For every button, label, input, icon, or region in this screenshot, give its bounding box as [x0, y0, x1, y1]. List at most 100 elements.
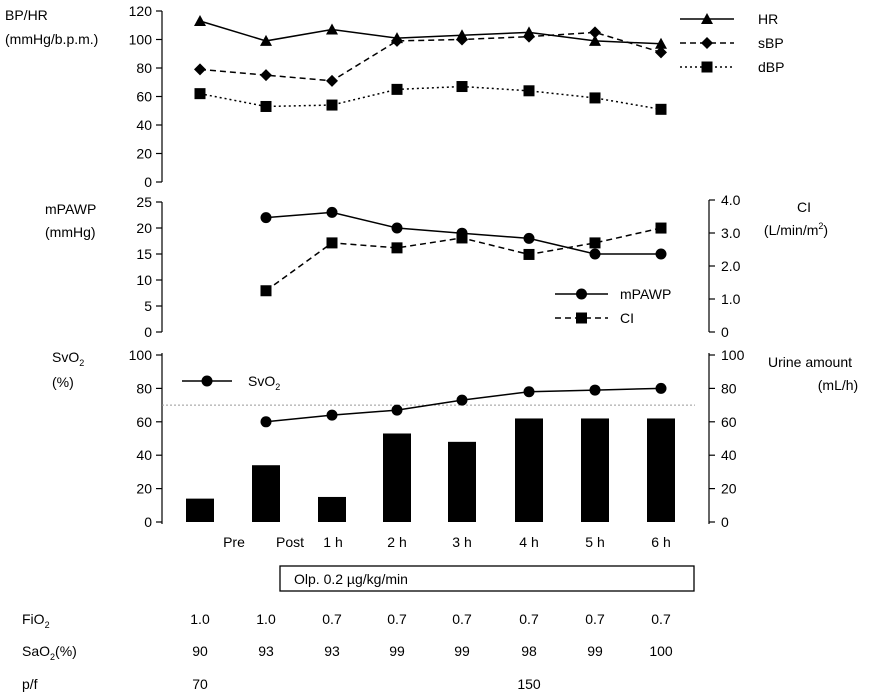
mpawp-ylabel-line2: (mmHg)	[45, 224, 96, 240]
urine-bar-6-h	[647, 418, 675, 522]
table-cell-sao2-5-h: 99	[587, 643, 603, 659]
bp-hr-y-ticks: 0 20 40 60 80 100 120	[129, 3, 162, 190]
x-label-2-h: 2 h	[387, 534, 406, 550]
bp-hr-sbp-point-4	[456, 33, 468, 46]
svo2-point-5	[589, 384, 601, 396]
ci-ylabel: CI	[797, 199, 811, 215]
bp-hr-dbp-point-0	[194, 88, 206, 100]
bp-hr-hr-point-6	[589, 34, 601, 46]
svo2-line	[260, 382, 667, 428]
bp-hr-hr-point-0	[194, 14, 206, 26]
svo2-point-6	[655, 382, 667, 394]
x-label-post: Post	[276, 534, 304, 550]
mpawp-ci-ci-point-4	[523, 248, 535, 260]
table-cell-fio2-4-h: 0.7	[519, 611, 539, 627]
mpawp-ci-mpawp-point-0	[260, 212, 272, 224]
bp-hr-sbp-point-7	[655, 46, 667, 59]
urine-y-tick-label-3: 60	[721, 414, 737, 430]
table-cell-fio2-pre: 1.0	[190, 611, 210, 627]
infusion-box	[279, 565, 695, 592]
bp-hr-dbp-point-7	[655, 103, 667, 115]
table-cell-sao2-post: 93	[258, 643, 274, 659]
urine-bar-5-h	[581, 418, 609, 522]
mpawp-y-tick-label-0: 0	[144, 324, 152, 340]
x-label-6-h: 6 h	[651, 534, 670, 550]
mpawp-ylabel-line1: mPAWP	[45, 201, 96, 217]
mpawp-ci-legend: mPAWP CI	[555, 286, 671, 326]
mpawp-y-ticks: 0 5 10 15 20 25	[136, 194, 162, 340]
urine-bar-2-h	[383, 433, 411, 522]
bp-hr-sbp-point-5	[523, 30, 535, 43]
bp-hr-sbp-point-0	[194, 63, 206, 76]
bp-hr-ylabel-line2: (mmHg/b.p.m.)	[5, 31, 98, 47]
bp-hr-legend-label-sbp: sBP	[758, 35, 784, 51]
bp-hr-dbp-point-1	[260, 100, 272, 112]
table-cell-sao2-1-h: 93	[324, 643, 340, 659]
x-label-4-h: 4 h	[519, 534, 538, 550]
mpawp-ci-mpawp-point-1	[326, 206, 338, 218]
table-cell-sao2-2-h: 99	[389, 643, 405, 659]
mpawp-ci-legend-label-mpawp: mPAWP	[620, 286, 671, 302]
urine-y-tick-label-2: 40	[721, 447, 737, 463]
mpawp-ci-mpawp-point-4	[523, 232, 535, 244]
mpawp-y-tick-label-2: 10	[136, 272, 152, 288]
parameter-table: FiO2 1.0 1.0 0.7 0.7 0.7 0.7 0.7 0.7 SaO2(%) 90 93 9…	[22, 611, 673, 692]
bp-hr-dbp-point-6	[589, 92, 601, 104]
svo2-point-0	[260, 416, 272, 428]
svo2-point-4	[523, 386, 535, 398]
mpawp-ci-mpawp-point-6	[655, 248, 667, 260]
bp-hr-dbp-point-4	[456, 81, 468, 93]
x-label-1-h: 1 h	[323, 534, 342, 550]
urine-y-tick-label-4: 80	[721, 380, 737, 396]
bp-hr-legend: HR sBP dBP	[680, 11, 784, 75]
bp-hr-hr-line	[199, 20, 662, 45]
mpawp-ci-mpawp-point-2	[391, 222, 403, 234]
x-axis-labels: Pre Post 1 h 2 h 3 h 4 h 5 h 6 h	[223, 534, 671, 550]
bp-hr-sbp-point-2	[326, 74, 338, 87]
urine-bars	[186, 418, 675, 522]
mpawp-ci-ci-point-1	[326, 237, 338, 249]
mpawp-ci-ci-point-5	[589, 237, 601, 249]
urine-y-tick-label-5: 100	[721, 347, 745, 363]
svo2-legend: SvO2	[182, 373, 280, 392]
urine-bar-pre	[186, 498, 214, 522]
bp-hr-legend-marker-hr	[701, 13, 713, 24]
table-cell-p-f-4-h: 150	[517, 676, 541, 692]
ci-y-tick-label-4: 4.0	[721, 192, 741, 208]
ci-y-tick-label-0: 0	[721, 324, 729, 340]
svo2-y-tick-label-1: 20	[136, 481, 152, 497]
mpawp-y-tick-label-5: 25	[136, 194, 152, 210]
mpawp-ci-legend-label-ci: CI	[620, 310, 634, 326]
table-cell-sao2-pre: 90	[192, 643, 208, 659]
bp-hr-y-tick-label-5: 100	[129, 32, 153, 48]
bp-hr-dbp-point-2	[326, 99, 338, 111]
svo2-y-tick-label-5: 100	[129, 347, 153, 363]
table-cell-sao2-3-h: 99	[454, 643, 470, 659]
bp-hr-sbp-line	[199, 31, 662, 82]
ci-ylabel-unit: (L/min/m2)	[764, 221, 828, 238]
mpawp-ci-ci-point-0	[260, 285, 272, 297]
table-cell-fio2-6-h: 0.7	[651, 611, 671, 627]
table-cell-fio2-3-h: 0.7	[452, 611, 472, 627]
urine-y-tick-label-0: 0	[721, 514, 729, 530]
svo2-point-2	[391, 404, 403, 416]
infusion-box-label: Olp. 0.2 µg/kg/min	[294, 571, 408, 587]
table-cell-p-f-pre: 70	[192, 676, 208, 692]
bp-hr-y-tick-label-0: 0	[144, 174, 152, 190]
bp-hr-panel: BP/HR (mmHg/b.p.m.) 0 20 40 60 80 100 120 HR sB…	[5, 3, 784, 190]
ci-y-tick-label-2: 2.0	[721, 258, 741, 274]
bp-hr-sbp-point-3	[391, 34, 403, 47]
urine-y-ticks: 0 20 40 60 80 100	[709, 347, 745, 530]
bp-hr-ylabel-line1: BP/HR	[5, 7, 48, 23]
mpawp-ci-ci-point-6	[655, 222, 667, 234]
table-cell-sao2-6-h: 100	[649, 643, 673, 659]
urine-bar-1-h	[318, 496, 346, 522]
svo2-ylabel: SvO2	[52, 349, 84, 368]
urine-bar-post	[252, 465, 280, 522]
svo2-urine-panel: SvO2 (%) Urine amount (mL/h) 0 20 40 60 80 10…	[52, 347, 858, 530]
urine-y-tick-label-1: 20	[721, 481, 737, 497]
table-cell-fio2-5-h: 0.7	[585, 611, 605, 627]
table-cell-sao2-4-h: 98	[521, 643, 537, 659]
bp-hr-hr-point-7	[655, 37, 667, 49]
table-row-label-p-f: p/f	[22, 676, 38, 692]
